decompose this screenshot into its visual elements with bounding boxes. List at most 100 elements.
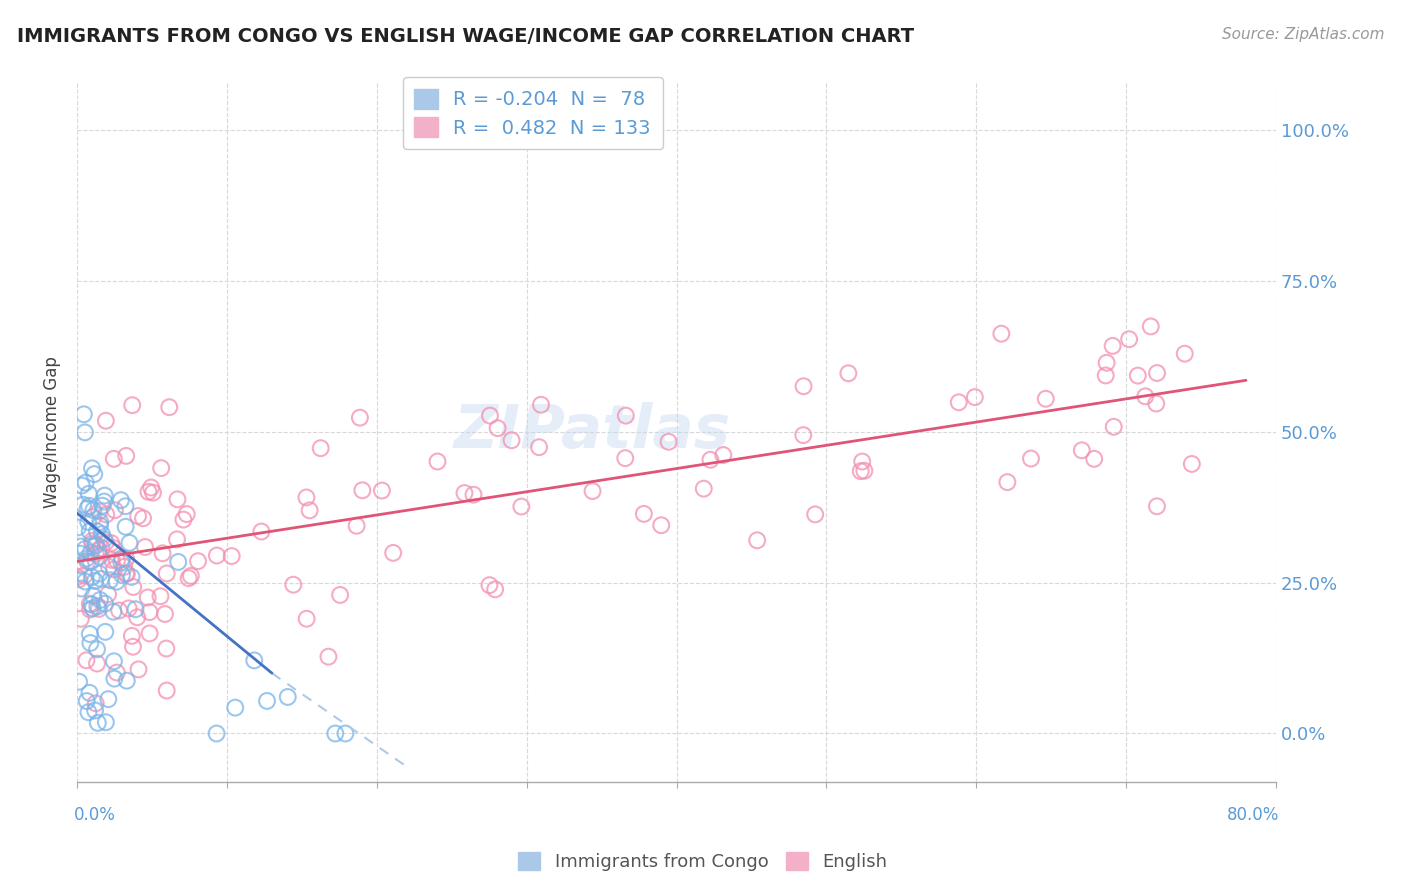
Text: ZIPatlas: ZIPatlas xyxy=(454,402,731,461)
Point xyxy=(1146,500,1168,514)
Point xyxy=(453,486,475,500)
Point xyxy=(295,612,318,626)
Point xyxy=(104,503,127,517)
Point xyxy=(167,555,190,569)
Point xyxy=(90,541,112,555)
Point xyxy=(75,541,97,556)
Point xyxy=(121,570,143,584)
Point xyxy=(91,499,114,513)
Point xyxy=(990,326,1012,341)
Point xyxy=(76,555,98,569)
Point xyxy=(80,598,103,612)
Point xyxy=(70,478,93,492)
Point xyxy=(82,589,104,603)
Point xyxy=(205,726,228,740)
Point xyxy=(152,546,174,560)
Point xyxy=(793,379,815,393)
Point xyxy=(115,673,138,688)
Point xyxy=(77,487,100,501)
Point xyxy=(103,654,125,668)
Point xyxy=(335,726,357,740)
Point xyxy=(114,500,136,514)
Point xyxy=(90,572,112,586)
Point xyxy=(118,601,141,615)
Point xyxy=(349,410,371,425)
Point xyxy=(166,492,188,507)
Point xyxy=(111,568,134,582)
Point xyxy=(75,475,97,490)
Point xyxy=(93,489,115,503)
Point xyxy=(298,503,321,517)
Point xyxy=(77,515,100,529)
Point xyxy=(79,686,101,700)
Point xyxy=(97,587,120,601)
Point xyxy=(849,464,872,478)
Point xyxy=(1019,451,1042,466)
Text: Source: ZipAtlas.com: Source: ZipAtlas.com xyxy=(1222,27,1385,42)
Point xyxy=(221,549,243,563)
Point xyxy=(1118,332,1140,346)
Point xyxy=(115,566,138,581)
Text: 0.0%: 0.0% xyxy=(75,806,115,824)
Point xyxy=(581,484,603,499)
Text: 80.0%: 80.0% xyxy=(1226,806,1279,824)
Point xyxy=(153,607,176,621)
Point xyxy=(115,449,138,463)
Point xyxy=(121,629,143,643)
Point xyxy=(136,591,159,605)
Point xyxy=(103,672,125,686)
Point xyxy=(82,510,104,524)
Point xyxy=(478,409,501,423)
Point xyxy=(79,627,101,641)
Point xyxy=(75,653,97,667)
Point xyxy=(1144,396,1167,410)
Point xyxy=(79,555,101,569)
Point xyxy=(963,390,986,404)
Point xyxy=(73,425,96,440)
Point xyxy=(89,549,111,564)
Point xyxy=(501,434,523,448)
Point xyxy=(93,533,115,547)
Point xyxy=(66,570,89,584)
Point xyxy=(87,543,110,558)
Point xyxy=(149,589,172,603)
Point xyxy=(105,665,128,680)
Point xyxy=(463,488,485,502)
Point xyxy=(103,605,125,619)
Point xyxy=(224,700,246,714)
Text: IMMIGRANTS FROM CONGO VS ENGLISH WAGE/INCOME GAP CORRELATION CHART: IMMIGRANTS FROM CONGO VS ENGLISH WAGE/IN… xyxy=(17,27,914,45)
Point xyxy=(309,441,332,455)
Point xyxy=(84,696,107,710)
Point xyxy=(138,605,160,619)
Point xyxy=(138,484,160,499)
Point xyxy=(352,483,374,498)
Point xyxy=(98,560,121,574)
Point xyxy=(1174,347,1197,361)
Point xyxy=(72,498,94,512)
Point xyxy=(89,566,111,581)
Point xyxy=(530,398,553,412)
Point xyxy=(79,636,101,650)
Point xyxy=(83,467,105,482)
Point xyxy=(76,501,98,516)
Point xyxy=(837,366,859,380)
Point xyxy=(89,518,111,533)
Point xyxy=(103,451,125,466)
Point xyxy=(484,582,506,597)
Point xyxy=(486,421,509,435)
Point xyxy=(84,547,107,561)
Point xyxy=(94,414,117,428)
Point xyxy=(166,533,188,547)
Point xyxy=(86,524,108,539)
Point xyxy=(82,503,104,517)
Point xyxy=(134,540,156,554)
Point xyxy=(108,603,131,617)
Point xyxy=(150,461,173,475)
Point xyxy=(77,705,100,719)
Point xyxy=(84,537,107,551)
Point xyxy=(1135,389,1157,403)
Point xyxy=(187,554,209,568)
Point xyxy=(80,570,103,584)
Point xyxy=(1083,451,1105,466)
Point xyxy=(1035,392,1057,406)
